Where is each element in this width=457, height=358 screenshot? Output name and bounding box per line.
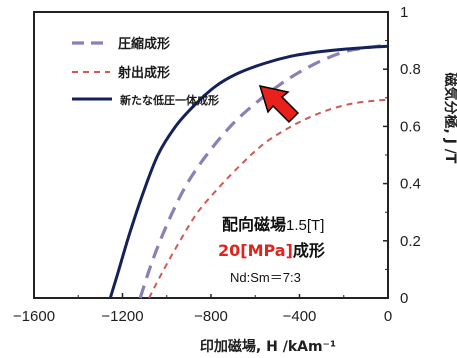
- series-injection-legend-label: 射出成形: [117, 65, 170, 81]
- y-tick-label: 0.6: [400, 118, 421, 135]
- y-tick-label: 0.2: [400, 233, 421, 250]
- x-axis-ticks: −1600 −1200 −800 −400 0: [13, 293, 392, 325]
- series-compression-legend-label: 圧縮成形: [118, 36, 170, 52]
- y-axis-ticks: 0 0.2 0.4 0.6 0.8 1: [383, 4, 421, 307]
- y-tick-label: 0.8: [400, 61, 421, 78]
- x-tick-label: −1200: [101, 308, 143, 325]
- x-tick-label: −800: [194, 308, 228, 325]
- x-tick-label: −1600: [13, 308, 55, 325]
- x-axis-label: 印加磁場, H /kAm⁻¹: [200, 338, 336, 355]
- series-layer: [108, 43, 389, 299]
- y-tick-label: 0: [400, 290, 408, 307]
- annotation-field: 配向磁場1.5[T]: [222, 215, 324, 234]
- annotation-background: [210, 208, 360, 294]
- series-new-low-pressure-legend-label: 新たな低圧一体成形: [120, 93, 219, 107]
- x-tick-label: 0: [384, 308, 392, 325]
- y-tick-label: 1: [400, 4, 408, 21]
- red-arrow: [258, 84, 300, 124]
- annotation-block: 配向磁場1.5[T] 20[MPa]成形 Nd:Sm＝7:3: [210, 208, 360, 294]
- arrow-shape: [258, 84, 300, 124]
- x-tick-label: −400: [283, 308, 317, 325]
- y-tick-label: 0.4: [400, 176, 421, 193]
- annotation-pressure: 20[MPa]成形: [218, 241, 325, 260]
- annotation-ratio: Nd:Sm＝7:3: [230, 270, 301, 285]
- series-new-low-pressure-line: [108, 44, 389, 299]
- y-axis-label: 磁気分極, J /T: [442, 73, 457, 164]
- series-compression-line: [138, 43, 389, 299]
